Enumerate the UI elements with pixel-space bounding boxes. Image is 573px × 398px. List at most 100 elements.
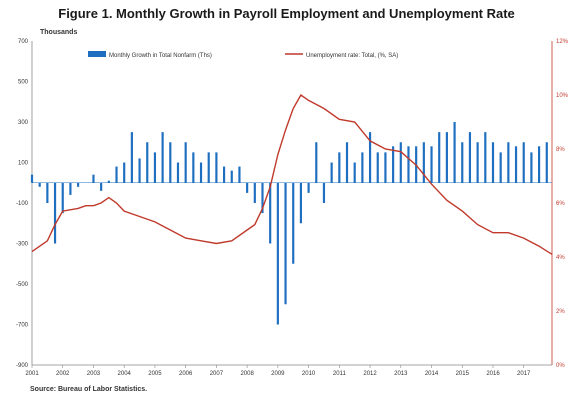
x-tick-label: 2006 xyxy=(179,371,193,377)
payroll-growth-bar xyxy=(46,182,49,203)
y-right-tick-label: 4% xyxy=(556,255,565,261)
payroll-growth-bar xyxy=(392,146,395,183)
y-left-tick-label: -100 xyxy=(16,201,29,207)
payroll-growth-bar xyxy=(422,142,425,183)
payroll-growth-bar xyxy=(61,182,64,214)
payroll-growth-bar xyxy=(468,132,472,183)
payroll-growth-bar xyxy=(315,142,318,183)
payroll-growth-bar xyxy=(330,162,333,183)
x-tick-label: 2007 xyxy=(210,371,224,377)
payroll-growth-bar xyxy=(299,182,303,224)
chart-title: Figure 1. Monthly Growth in Payroll Empl… xyxy=(58,6,515,21)
payroll-growth-bar xyxy=(130,132,133,183)
unemployment-rate-line xyxy=(31,93,553,255)
y-axis-unit-label: Thousands xyxy=(40,29,78,36)
payroll-growth-bar xyxy=(445,132,448,183)
x-tick-label: 2014 xyxy=(425,371,439,377)
x-tick-label: 2003 xyxy=(87,371,101,377)
y-left-tick-label: 500 xyxy=(18,80,29,86)
payroll-growth-bar xyxy=(491,142,495,183)
payroll-growth-bar xyxy=(522,142,525,183)
y-right-tick-label: 6% xyxy=(556,201,565,207)
payroll-growth-bar xyxy=(176,162,180,183)
y-left-tick-label: -500 xyxy=(16,282,29,288)
payroll-growth-bar xyxy=(100,182,103,191)
y-right-tick-label: 12% xyxy=(556,39,569,45)
x-tick-label: 2004 xyxy=(118,371,132,377)
y-left-tick-label: 100 xyxy=(18,161,29,167)
payroll-growth-bar xyxy=(253,182,256,203)
payroll-growth-bar xyxy=(69,182,72,195)
y-right-tick-label: 8% xyxy=(556,147,565,153)
payroll-growth-bar xyxy=(407,146,410,183)
legend-bar-label: Monthly Growth in Total Nonfarm (Ths) xyxy=(109,53,212,59)
payroll-growth-bar xyxy=(77,182,80,187)
payroll-growth-bar xyxy=(514,146,518,183)
legend-bar-swatch xyxy=(88,51,106,57)
x-tick-label: 2009 xyxy=(271,371,285,377)
payroll-growth-bar xyxy=(345,142,349,183)
payroll-growth-bar xyxy=(507,142,510,183)
payroll-growth-bar xyxy=(246,182,249,193)
payroll-growth-bar xyxy=(261,182,264,214)
payroll-growth-bar xyxy=(538,146,541,183)
y-left-tick-label: 700 xyxy=(18,39,29,45)
payroll-growth-bar xyxy=(138,158,141,183)
y-right-tick-label: 0% xyxy=(556,363,565,369)
payroll-growth-bar xyxy=(222,166,226,183)
payroll-growth-bar xyxy=(215,152,218,183)
y-left-tick-label: -700 xyxy=(16,323,29,329)
y-left-tick-label: 300 xyxy=(18,120,29,126)
payroll-growth-bar xyxy=(545,142,548,183)
payroll-growth-bar xyxy=(399,142,402,183)
payroll-growth-bar xyxy=(107,180,110,183)
y-right-tick-label: 10% xyxy=(556,93,569,99)
payroll-growth-bar xyxy=(307,182,310,193)
x-tick-label: 2012 xyxy=(363,371,377,377)
payroll-growth-bar xyxy=(384,152,387,183)
payroll-growth-bar xyxy=(38,182,41,187)
payroll-growth-bar xyxy=(207,152,210,183)
legend-line-label: Unemployment rate: Total, (%, SA) xyxy=(306,53,398,59)
payroll-growth-bar xyxy=(199,162,203,183)
payroll-growth-bar xyxy=(230,170,233,183)
payroll-growth-bar xyxy=(30,174,34,183)
payroll-growth-bar xyxy=(376,152,379,183)
x-tick-label: 2013 xyxy=(394,371,408,377)
payroll-growth-bar xyxy=(115,166,118,183)
payroll-growth-bar xyxy=(146,142,149,183)
payroll-growth-bar xyxy=(192,152,195,183)
payroll-growth-bar xyxy=(153,152,157,183)
payroll-growth-bar xyxy=(322,182,326,203)
payroll-growth-bar xyxy=(123,162,126,183)
payroll-growth-bar xyxy=(53,182,57,244)
payroll-growth-bar xyxy=(184,142,187,183)
x-tick-label: 2005 xyxy=(148,371,162,377)
y-right-tick-label: 2% xyxy=(556,309,565,315)
payroll-growth-bar xyxy=(361,152,364,183)
payroll-growth-bar xyxy=(530,152,533,183)
x-tick-label: 2010 xyxy=(302,371,316,377)
payroll-growth-bar xyxy=(484,132,487,183)
x-tick-label: 2017 xyxy=(517,371,531,377)
y-left-tick-label: -300 xyxy=(16,242,29,248)
source-note: Source: Bureau of Labor Statistics. xyxy=(30,386,148,393)
payroll-growth-bar xyxy=(169,142,172,183)
payroll-growth-bar xyxy=(430,146,433,183)
payroll-growth-bar xyxy=(453,122,456,183)
payroll-growth-bar xyxy=(338,152,341,183)
payroll-growth-bar xyxy=(161,132,164,183)
payroll-growth-bar xyxy=(368,132,372,183)
x-tick-label: 2016 xyxy=(486,371,500,377)
payroll-growth-bar xyxy=(269,182,272,244)
payroll-growth-bar xyxy=(461,142,464,183)
x-tick-label: 2015 xyxy=(456,371,470,377)
payroll-growth-bar xyxy=(353,162,356,183)
x-tick-label: 2001 xyxy=(25,371,39,377)
x-tick-label: 2011 xyxy=(333,371,347,377)
y-left-tick-label: -900 xyxy=(16,363,29,369)
payroll-growth-bar xyxy=(292,182,295,264)
x-tick-label: 2008 xyxy=(240,371,254,377)
payroll-growth-bar xyxy=(276,182,279,325)
